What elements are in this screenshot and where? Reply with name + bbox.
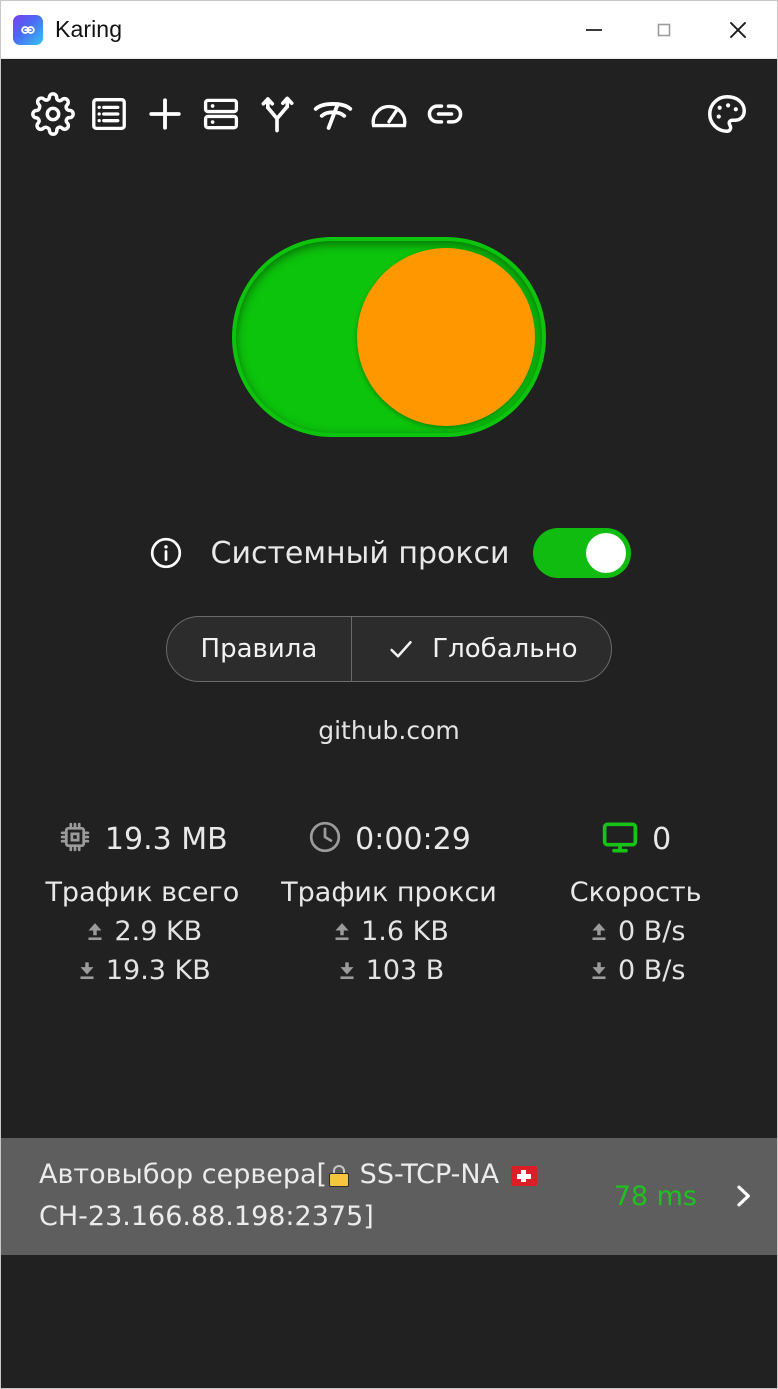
list-icon[interactable] [81, 86, 137, 142]
chevron-right-icon[interactable] [727, 1180, 759, 1212]
stat-upload-value: 2.9 KB [114, 916, 203, 947]
stat-upload-value: 1.6 KB [361, 916, 449, 947]
stat-upload: 1.6 KB [329, 916, 449, 947]
lock-icon [329, 1165, 350, 1188]
minimize-button[interactable] [559, 1, 629, 58]
chip-icon [57, 819, 93, 859]
clock-icon [307, 819, 343, 859]
window-controls [559, 1, 777, 58]
stat-column-proxy: 0:00:29 Трафик прокси 1.6 KB [266, 817, 513, 987]
system-proxy-switch-knob [586, 533, 627, 573]
window-bottom-strip [1, 1254, 777, 1388]
wifi-ping-icon[interactable] [305, 86, 361, 142]
stat-header: 0 [600, 817, 671, 861]
stat-upload: 2.9 KB [82, 916, 202, 947]
flag-switzerland-icon [510, 1166, 537, 1187]
maximize-button[interactable] [629, 1, 699, 58]
stat-download-value: 103 B [365, 955, 445, 986]
upload-arrow-icon [329, 919, 355, 945]
stat-header: 0:00:29 [307, 817, 471, 861]
upload-arrow-icon [586, 919, 612, 945]
power-toggle[interactable] [236, 241, 542, 433]
stat-header: 19.3 MB [57, 817, 228, 861]
download-arrow-icon [586, 958, 612, 984]
stat-label: Трафик прокси [281, 877, 497, 908]
server-address: CH-23.166.88.198:2375] [39, 1201, 374, 1232]
server-prefix: Автовыбор сервера[ [39, 1159, 328, 1191]
stat-value: 0:00:29 [355, 821, 471, 857]
monitor-icon [600, 817, 640, 861]
latency-value: 78 ms [613, 1180, 697, 1212]
palette-icon[interactable] [699, 86, 755, 142]
branch-icon[interactable] [249, 86, 305, 142]
stat-label: Скорость [569, 877, 702, 908]
server-name: SS-TCP-NA [351, 1159, 508, 1191]
power-toggle-knob [357, 248, 535, 426]
close-button[interactable] [699, 1, 777, 58]
stat-download-value: 0 B/s [617, 955, 686, 986]
system-proxy-label: Системный прокси [210, 535, 510, 571]
app-logo-icon [13, 14, 43, 45]
tab-global-label: Глобально [432, 634, 578, 664]
title-bar: Karing [1, 1, 777, 59]
info-icon[interactable] [147, 534, 185, 572]
plus-icon[interactable] [137, 86, 193, 142]
tab-rules[interactable]: Правила [167, 617, 352, 681]
server-icon[interactable] [193, 86, 249, 142]
stat-column-speed: 0 Скорость 0 B/s [512, 817, 759, 987]
stat-value: 0 [652, 821, 672, 857]
stat-column-total: 19.3 MB Трафик всего 2.9 KB [19, 817, 266, 987]
stat-download: 103 B [334, 955, 445, 986]
tab-rules-label: Правила [200, 634, 318, 664]
stat-download: 0 B/s [586, 955, 685, 986]
stat-download-value: 19.3 KB [105, 955, 211, 986]
tab-global[interactable]: Глобально [351, 617, 611, 681]
upload-arrow-icon [82, 919, 108, 945]
gear-icon[interactable] [25, 86, 81, 142]
system-proxy-switch[interactable] [533, 528, 632, 578]
stat-upload-value: 0 B/s [617, 916, 686, 947]
link-icon[interactable] [417, 86, 473, 142]
check-icon [386, 634, 416, 664]
stat-download: 19.3 KB [74, 955, 211, 986]
toolbar [1, 59, 777, 169]
stat-upload: 0 B/s [586, 916, 685, 947]
main-content: Системный прокси Правила Глобально githu… [1, 169, 777, 1120]
selected-server-text: Автовыбор сервера[ SS-TCP-NA CH-23.166.8… [39, 1154, 540, 1238]
speedometer-icon[interactable] [361, 86, 417, 142]
download-arrow-icon [74, 958, 100, 984]
stat-value: 19.3 MB [104, 821, 228, 857]
current-domain: github.com [318, 716, 460, 745]
status-bar-right: 78 ms [614, 1180, 759, 1212]
mode-segmented-control: Правила Глобально [165, 616, 613, 682]
system-proxy-row: Системный прокси [147, 528, 632, 578]
window-title: Karing [55, 16, 123, 42]
status-bar-spacer [1, 1119, 777, 1138]
status-bar[interactable]: Автовыбор сервера[ SS-TCP-NA CH-23.166.8… [1, 1137, 777, 1255]
download-arrow-icon [334, 958, 360, 984]
stat-label: Трафик всего [45, 877, 240, 908]
stats-row: 19.3 MB Трафик всего 2.9 KB [1, 817, 777, 987]
